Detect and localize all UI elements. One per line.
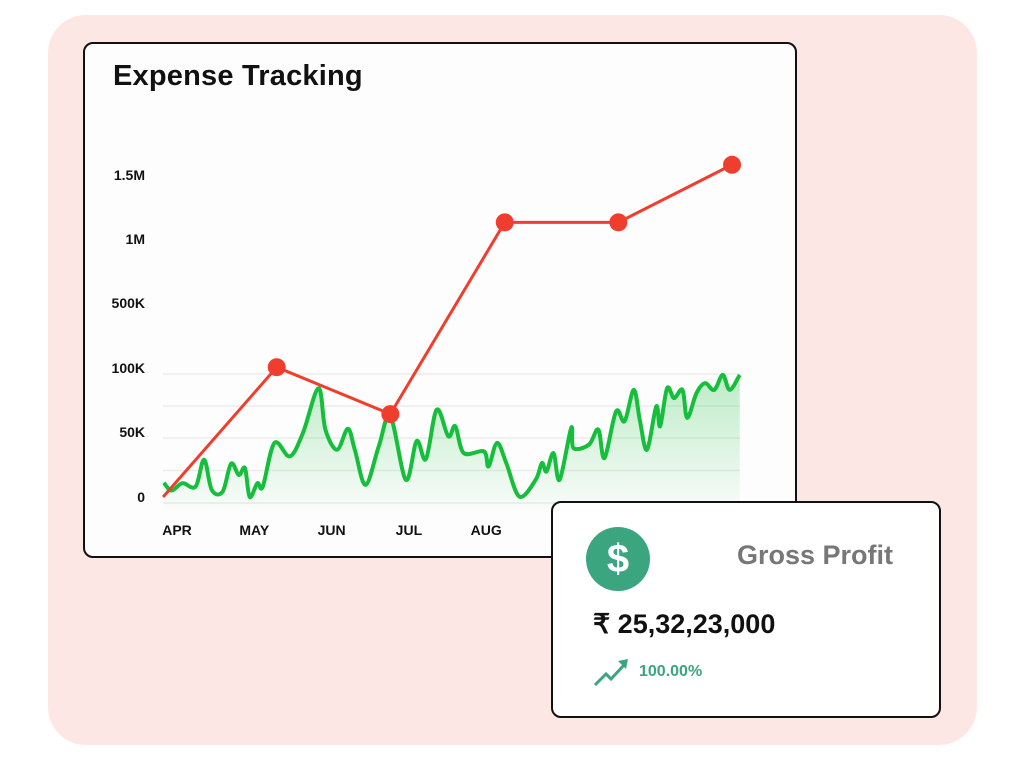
x-tick-label: MAY — [239, 522, 269, 538]
y-tick-label: 0 — [137, 489, 145, 505]
profit-change-percent: 100.00% — [639, 663, 703, 680]
x-tick-label: APR — [162, 522, 192, 538]
y-tick-label: 50K — [119, 424, 145, 440]
trend-area — [163, 374, 740, 508]
x-tick-label: JUL — [396, 522, 423, 538]
trending-up-icon — [593, 659, 628, 687]
data-point — [495, 213, 514, 232]
x-tick-label: JUN — [318, 522, 346, 538]
y-tick-label: 100K — [112, 360, 145, 376]
y-tick-label: 1.5M — [114, 167, 145, 183]
gross-profit-amount: ₹ 25,32,23,000 — [593, 609, 776, 639]
x-tick-label: AUG — [471, 522, 502, 538]
gross-profit-label: Gross Profit — [737, 540, 894, 570]
data-point — [267, 358, 286, 377]
expense-line — [161, 163, 733, 498]
chart-title: Expense Tracking — [113, 60, 363, 92]
dollar-icon: $ — [586, 527, 650, 591]
data-point — [723, 155, 742, 174]
data-point — [381, 405, 400, 424]
y-tick-label: 500K — [112, 295, 145, 311]
trend-line — [162, 372, 742, 500]
y-tick-label: 1M — [126, 231, 145, 247]
gross-profit-card: $ Gross Profit ₹ 25,32,23,000 100.00% — [551, 501, 941, 718]
data-point — [609, 213, 628, 232]
